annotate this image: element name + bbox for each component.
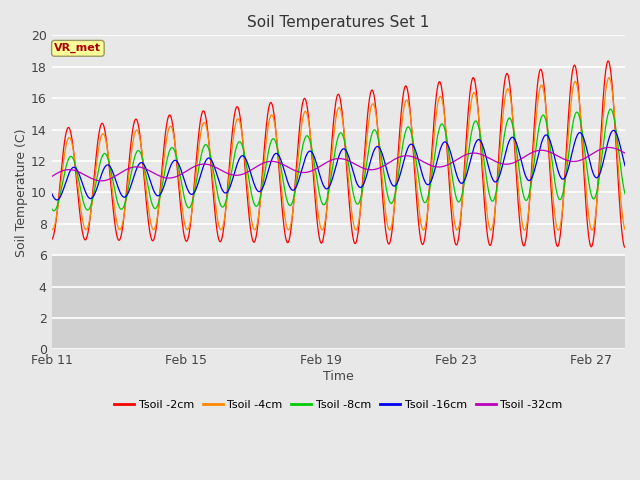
Tsoil -16cm bbox=[610, 127, 618, 133]
Tsoil -2cm bbox=[113, 233, 121, 239]
Tsoil -8cm bbox=[548, 159, 556, 165]
Tsoil -2cm bbox=[147, 235, 155, 240]
Line: Tsoil -32cm: Tsoil -32cm bbox=[51, 147, 625, 181]
Legend: Tsoil -2cm, Tsoil -4cm, Tsoil -8cm, Tsoil -16cm, Tsoil -32cm: Tsoil -2cm, Tsoil -4cm, Tsoil -8cm, Tsoi… bbox=[110, 396, 566, 415]
Tsoil -16cm bbox=[548, 145, 556, 151]
Tsoil -32cm bbox=[113, 172, 121, 178]
Line: Tsoil -16cm: Tsoil -16cm bbox=[51, 130, 625, 200]
Text: VR_met: VR_met bbox=[54, 43, 101, 53]
Tsoil -4cm bbox=[621, 227, 629, 232]
Tsoil -8cm bbox=[47, 205, 55, 211]
Line: Tsoil -4cm: Tsoil -4cm bbox=[51, 78, 625, 230]
Line: Tsoil -2cm: Tsoil -2cm bbox=[51, 61, 625, 247]
Tsoil -32cm bbox=[548, 150, 556, 156]
Tsoil -2cm bbox=[621, 244, 629, 250]
Tsoil -8cm bbox=[292, 181, 300, 187]
Tsoil -4cm bbox=[47, 226, 55, 232]
Tsoil -2cm bbox=[610, 107, 618, 112]
Tsoil -32cm bbox=[147, 169, 155, 175]
Tsoil -16cm bbox=[113, 181, 121, 187]
Tsoil -8cm bbox=[607, 106, 614, 112]
Tsoil -16cm bbox=[611, 128, 618, 133]
Tsoil -8cm bbox=[621, 191, 629, 197]
Tsoil -2cm bbox=[292, 166, 300, 171]
Tsoil -8cm bbox=[50, 208, 58, 214]
Tsoil -8cm bbox=[268, 137, 275, 143]
Line: Tsoil -8cm: Tsoil -8cm bbox=[51, 109, 625, 211]
Tsoil -32cm bbox=[47, 174, 55, 180]
Tsoil -2cm bbox=[47, 237, 55, 242]
Tsoil -4cm bbox=[113, 220, 121, 226]
Tsoil -2cm bbox=[268, 100, 275, 106]
Tsoil -4cm bbox=[588, 228, 596, 233]
Tsoil -8cm bbox=[611, 115, 618, 121]
Tsoil -2cm bbox=[604, 58, 612, 64]
Tsoil -16cm bbox=[621, 163, 629, 168]
Tsoil -32cm bbox=[621, 150, 629, 156]
Tsoil -4cm bbox=[548, 181, 556, 187]
Tsoil -4cm bbox=[605, 75, 612, 81]
Tsoil -32cm bbox=[268, 158, 275, 164]
Tsoil -4cm bbox=[292, 175, 300, 180]
Tsoil -16cm bbox=[147, 181, 155, 187]
Title: Soil Temperatures Set 1: Soil Temperatures Set 1 bbox=[247, 15, 429, 30]
Tsoil -2cm bbox=[548, 199, 556, 205]
Tsoil -8cm bbox=[113, 198, 121, 204]
Tsoil -8cm bbox=[147, 198, 155, 204]
X-axis label: Time: Time bbox=[323, 370, 354, 383]
Tsoil -4cm bbox=[611, 107, 618, 113]
Tsoil -16cm bbox=[53, 197, 61, 203]
Tsoil -16cm bbox=[47, 190, 55, 196]
Tsoil -32cm bbox=[605, 144, 612, 150]
Tsoil -4cm bbox=[147, 221, 155, 227]
Bar bbox=[51, 255, 625, 349]
Tsoil -32cm bbox=[97, 178, 105, 184]
Y-axis label: Soil Temperature (C): Soil Temperature (C) bbox=[15, 128, 28, 257]
Tsoil -4cm bbox=[268, 112, 275, 118]
Tsoil -32cm bbox=[611, 145, 618, 151]
Tsoil -16cm bbox=[268, 157, 275, 163]
Tsoil -32cm bbox=[292, 168, 300, 174]
Tsoil -16cm bbox=[292, 183, 300, 189]
